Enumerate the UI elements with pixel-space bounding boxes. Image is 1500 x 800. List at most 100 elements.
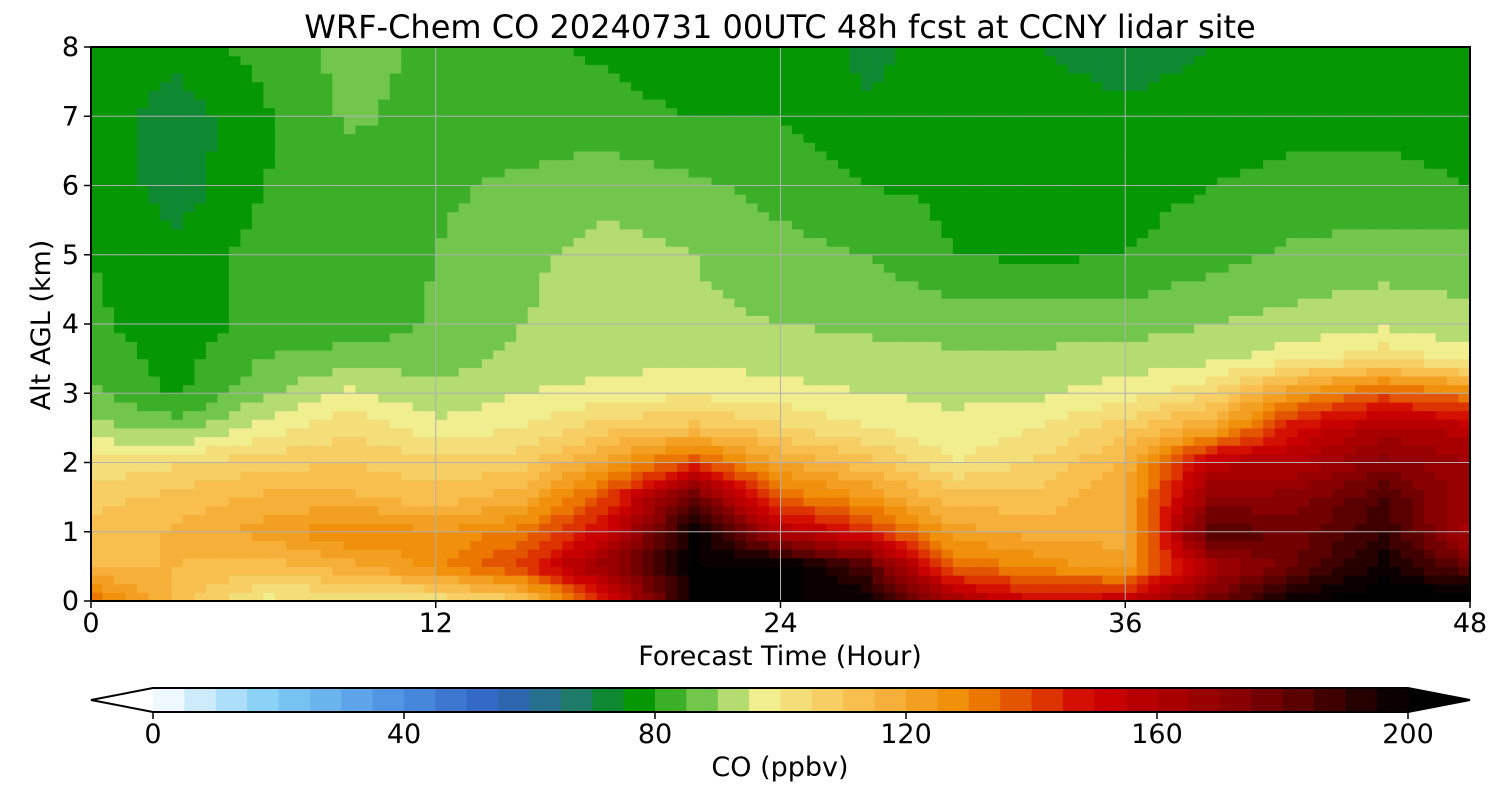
contour-cell bbox=[895, 298, 908, 308]
contour-cell bbox=[91, 367, 104, 377]
contour-cell bbox=[1228, 531, 1241, 542]
contour-cell bbox=[700, 410, 713, 420]
contour-cell bbox=[998, 540, 1011, 550]
contour-cell bbox=[1240, 289, 1253, 299]
contour-cell bbox=[814, 298, 828, 308]
contour-cell bbox=[1366, 289, 1379, 299]
contour-cell bbox=[366, 349, 379, 360]
contour-cell bbox=[1205, 453, 1218, 464]
contour-cell bbox=[1447, 324, 1460, 334]
contour-cell bbox=[355, 263, 368, 273]
contour-cell bbox=[631, 246, 644, 256]
contour-cell bbox=[493, 332, 506, 342]
contour-cell bbox=[320, 315, 333, 325]
contour-cell bbox=[274, 358, 287, 368]
contour-cell bbox=[263, 505, 276, 516]
contour-cell bbox=[1274, 471, 1287, 481]
contour-cell bbox=[734, 315, 747, 325]
contour-cell bbox=[1056, 531, 1069, 542]
contour-cell bbox=[746, 462, 759, 472]
contour-cell bbox=[906, 419, 919, 429]
contour-cell bbox=[1251, 289, 1264, 299]
contour-field bbox=[91, 47, 1470, 601]
contour-cell bbox=[849, 384, 862, 394]
contour-cell bbox=[688, 514, 701, 524]
contour-cell bbox=[1297, 583, 1310, 593]
contour-cell bbox=[711, 393, 724, 403]
contour-cell bbox=[631, 566, 644, 576]
contour-cell bbox=[1159, 280, 1172, 290]
contour-cell bbox=[1412, 272, 1425, 282]
contour-cell bbox=[1240, 315, 1253, 325]
contour-cell bbox=[780, 393, 793, 403]
contour-cell bbox=[860, 479, 874, 490]
contour-cell bbox=[1320, 298, 1333, 308]
contour-cell bbox=[470, 324, 483, 334]
contour-cell bbox=[906, 272, 919, 282]
contour-cell bbox=[516, 410, 529, 420]
contour-cell bbox=[1056, 488, 1069, 498]
contour-cell bbox=[504, 427, 517, 438]
contour-cell bbox=[1378, 324, 1391, 334]
contour-cell bbox=[929, 445, 942, 455]
contour-cell bbox=[412, 557, 425, 567]
contour-cell bbox=[585, 488, 598, 498]
contour-cell bbox=[527, 566, 540, 576]
contour-cell bbox=[1159, 298, 1172, 308]
contour-cell bbox=[539, 358, 552, 368]
contour-cell bbox=[447, 246, 460, 256]
contour-cell bbox=[1343, 566, 1356, 576]
contour-cell bbox=[378, 427, 391, 438]
contour-cell bbox=[952, 306, 965, 316]
contour-cell bbox=[860, 497, 874, 507]
contour-cell bbox=[998, 254, 1011, 265]
contour-cell bbox=[1332, 306, 1345, 316]
contour-cell bbox=[240, 471, 253, 481]
contour-cell bbox=[1378, 557, 1391, 567]
contour-cell bbox=[1435, 557, 1448, 567]
contour-cell bbox=[1125, 453, 1138, 464]
contour-cell bbox=[1263, 549, 1276, 559]
contour-cell bbox=[746, 246, 759, 256]
contour-cell bbox=[1286, 497, 1299, 507]
contour-cell bbox=[1332, 246, 1345, 256]
contour-cell bbox=[1412, 497, 1425, 507]
contour-cell bbox=[906, 531, 919, 542]
contour-cell bbox=[194, 263, 207, 273]
contour-cell bbox=[746, 341, 759, 351]
contour-cell bbox=[1332, 540, 1345, 550]
contour-cell bbox=[803, 384, 816, 394]
contour-cell bbox=[975, 436, 988, 446]
contour-cell bbox=[1090, 419, 1103, 429]
contour-cell bbox=[1056, 289, 1069, 299]
contour-cell bbox=[826, 497, 839, 507]
contour-cell bbox=[102, 332, 115, 342]
contour-cell bbox=[171, 332, 184, 342]
contour-cell bbox=[596, 246, 609, 256]
contour-cell bbox=[1389, 427, 1402, 438]
contour-cell bbox=[1228, 289, 1241, 299]
contour-cell bbox=[1194, 505, 1207, 516]
contour-cell bbox=[952, 505, 965, 516]
contour-cell bbox=[91, 410, 104, 420]
contour-cell bbox=[1125, 557, 1138, 567]
contour-cell bbox=[1274, 479, 1287, 490]
contour-cell bbox=[194, 479, 207, 490]
contour-cell bbox=[654, 453, 667, 464]
contour-cell bbox=[757, 272, 770, 282]
contour-cell bbox=[757, 549, 770, 559]
contour-cell bbox=[159, 254, 173, 265]
contour-cell bbox=[412, 427, 425, 438]
contour-cell bbox=[1044, 592, 1057, 601]
contour-cell bbox=[424, 523, 437, 533]
contour-cell bbox=[136, 575, 150, 585]
contour-cell bbox=[1366, 375, 1379, 386]
contour-cell bbox=[1458, 263, 1470, 273]
contour-cell bbox=[757, 254, 770, 265]
contour-cell bbox=[1171, 280, 1184, 290]
contour-cell bbox=[1067, 384, 1080, 394]
contour-cell bbox=[1297, 505, 1310, 516]
contour-cell bbox=[1424, 583, 1437, 593]
contour-cell bbox=[1332, 453, 1345, 464]
contour-cell bbox=[159, 263, 173, 273]
